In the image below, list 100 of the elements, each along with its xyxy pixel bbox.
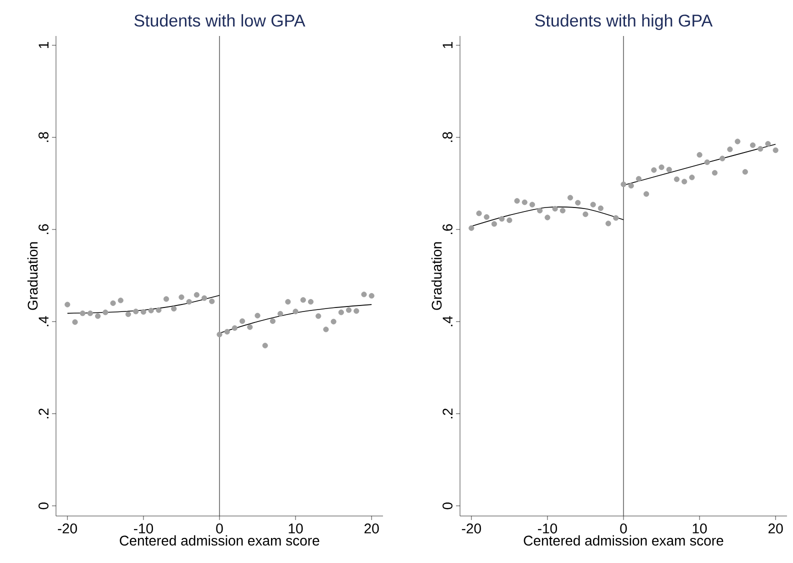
point [734,138,740,144]
y-tick-label: .6 [442,224,452,234]
point [704,159,710,166]
y-tick-label: .8 [442,132,452,142]
y-axis-title: Graduation [431,242,442,310]
point [254,312,260,318]
point [308,298,314,305]
y-tick-label: 1 [442,42,452,48]
chart-title: Students with high GPA [535,14,713,30]
point [689,174,695,180]
x-tick-label: -10 [538,524,558,534]
point [491,221,498,227]
point [567,194,574,200]
point [514,198,520,204]
point [224,328,230,335]
point [270,318,276,324]
point [750,142,756,148]
point [216,332,222,338]
point [727,146,733,152]
y-tick-label: 1 [38,42,48,48]
point [240,318,246,324]
point [644,191,650,197]
point [628,182,634,189]
point [772,147,778,154]
point [544,214,550,220]
point [682,178,688,184]
point [285,298,291,305]
x-tick-label: 10 [288,524,303,534]
point [582,211,588,218]
line-series [67,294,220,314]
chart-title: Students with low GPA [134,14,306,27]
point [300,297,306,303]
point [613,215,619,221]
point [118,298,124,304]
point [758,146,764,152]
point [163,296,170,302]
point [674,176,680,182]
y-tick-label: .2 [38,408,48,418]
point [506,217,512,224]
point [361,292,367,298]
point [110,300,116,306]
point [194,292,200,298]
point [201,295,208,301]
point [330,318,336,324]
point [316,313,322,319]
point [262,342,268,348]
x-tick-label: -20 [58,524,77,534]
point [292,308,298,314]
point [125,311,132,318]
point [80,310,86,316]
point [247,324,253,330]
y-tick-label: .2 [442,408,452,418]
point [278,310,284,317]
point [590,202,596,208]
y-tick-label: 0 [442,502,452,510]
point [178,294,184,300]
y-axis-title: Graduation [27,242,38,310]
point [499,216,505,222]
point [696,152,702,158]
point [232,325,238,331]
point [552,206,558,212]
point [64,302,70,308]
point [620,182,626,188]
point [720,156,726,162]
point [651,167,657,173]
point [338,310,344,316]
point [765,140,771,147]
point [323,326,329,332]
y-tick-label: .6 [38,224,48,234]
point [529,202,536,208]
x-tick-label: 20 [364,524,379,534]
point [209,298,215,304]
point [468,225,474,231]
point [368,293,374,299]
point [598,205,604,212]
x-tick-label: 10 [692,524,707,534]
point [560,208,566,214]
point [346,307,352,313]
point [666,166,672,172]
point [712,170,718,176]
point [95,313,101,319]
point [537,208,543,214]
point [476,210,482,216]
point [186,298,192,305]
x-tick-label: -20 [462,524,481,534]
point [72,319,78,325]
point [605,220,612,226]
point [522,199,528,206]
x-tick-label: -10 [134,524,154,534]
point [133,308,139,314]
x-axis-title: Centered admission exam score [524,535,724,546]
y-tick-label: .4 [38,316,48,326]
point [148,308,154,314]
x-tick-label: 20 [768,524,783,534]
point [156,307,162,313]
point [742,169,748,175]
y-tick-label: 0 [38,502,48,510]
point [636,176,642,182]
y-tick-label: .4 [442,316,452,326]
point [658,164,664,170]
